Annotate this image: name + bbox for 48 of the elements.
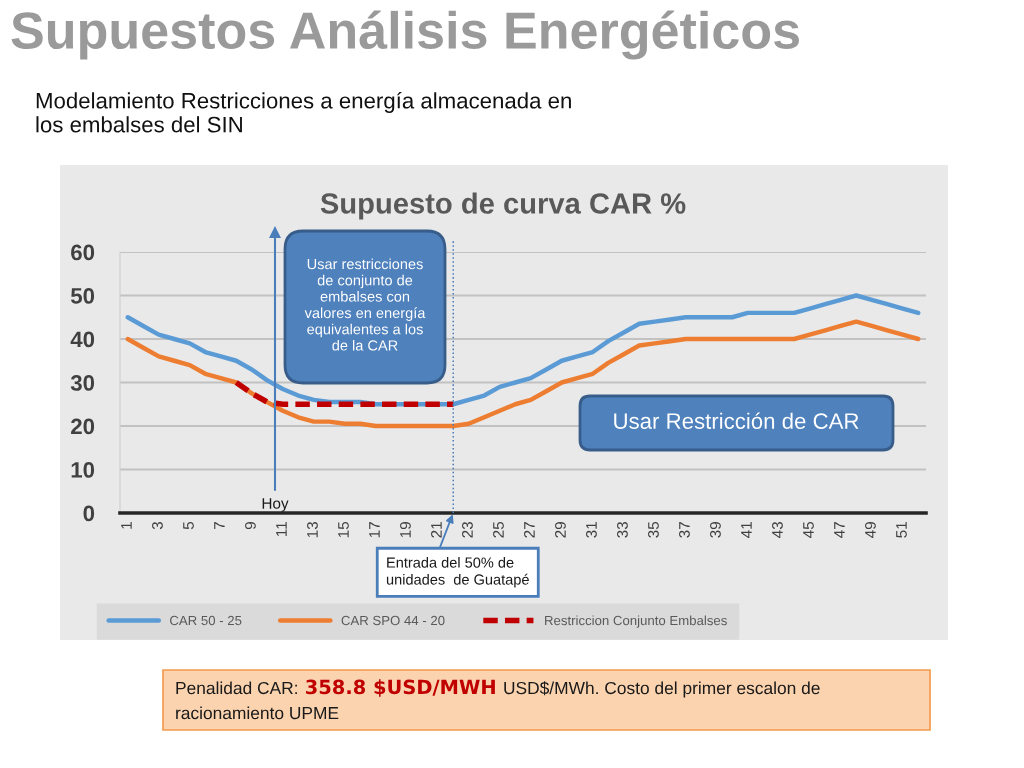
x-tick-label: 45 [803, 521, 814, 538]
x-tick-label: 29 [555, 522, 566, 538]
text: Supuesto de curva CAR % [320, 192, 686, 220]
x-tick-label: 3 [152, 522, 163, 530]
x-tick-label: 37 [679, 522, 690, 538]
x-tick-label: 51 [896, 522, 907, 538]
legend-label: Restriccion Conjunto Embalses [545, 615, 727, 628]
x-tick-label: 43 [772, 522, 783, 538]
chart-title: Supuestos Análisis Energéticos [11, 10, 799, 60]
x-tick-label: 35 [648, 521, 659, 538]
x-tick-label: 25 [493, 521, 504, 538]
text: Penalidad CAR: [176, 681, 297, 695]
ref-line-label: Entrada del 50% de unidades de Guatapé [386, 557, 529, 588]
x-tick-label: 47 [834, 522, 845, 538]
x-tick-label: 17 [369, 522, 380, 538]
legend-label: CAR 50 - 25 [170, 615, 242, 626]
legend-label: CAR SPO 44 - 20 [341, 615, 445, 626]
x-tick-label: 31 [586, 522, 597, 538]
text: 358.8 $USD/MWH [306, 679, 495, 697]
x-tick-label: 5 [183, 521, 194, 530]
y-tick-label: 40 [70, 331, 95, 348]
chart-subtitle: Modelamiento Restricciones a energía almacenada en los embalses del SIN [36, 92, 571, 133]
x-tick-label: 1 [121, 522, 132, 529]
x-tick-label: 49 [865, 522, 876, 538]
x-tick-label: 21 [431, 522, 442, 538]
line-series [125, 319, 921, 429]
x-tick-label: 33 [617, 522, 628, 538]
x-tick-label: 27 [524, 522, 535, 538]
ref-line-label: Hoy [262, 498, 289, 512]
annotation: Usar restricciones de conjunto de embalses con valores en energía equivalentes a los de la CAR [304, 258, 426, 351]
text: USD$/MWh. Costo del primer escalon de [504, 681, 820, 698]
x-tick-label: 41 [741, 522, 752, 538]
x-tick-label: 13 [307, 522, 318, 538]
x-tick-label: 39 [710, 522, 721, 538]
y-tick-label: 10 [71, 462, 95, 478]
x-tick-label: 23 [462, 522, 473, 538]
x-tick-label: 11 [276, 522, 287, 537]
y-tick-label: 60 [71, 244, 95, 261]
annotation: Usar Restricción de CAR [614, 412, 859, 429]
y-tick-label: 0 [83, 505, 95, 522]
y-tick-label: 20 [71, 418, 95, 435]
x-tick-label: 9 [245, 522, 256, 530]
x-tick-label: 15 [338, 521, 349, 538]
y-tick-label: 30 [70, 375, 95, 391]
y-tick-label: 50 [70, 288, 95, 304]
text: racionamiento UPME [176, 706, 339, 720]
x-tick-label: 7 [214, 522, 225, 530]
x-tick-label: 19 [400, 522, 411, 538]
